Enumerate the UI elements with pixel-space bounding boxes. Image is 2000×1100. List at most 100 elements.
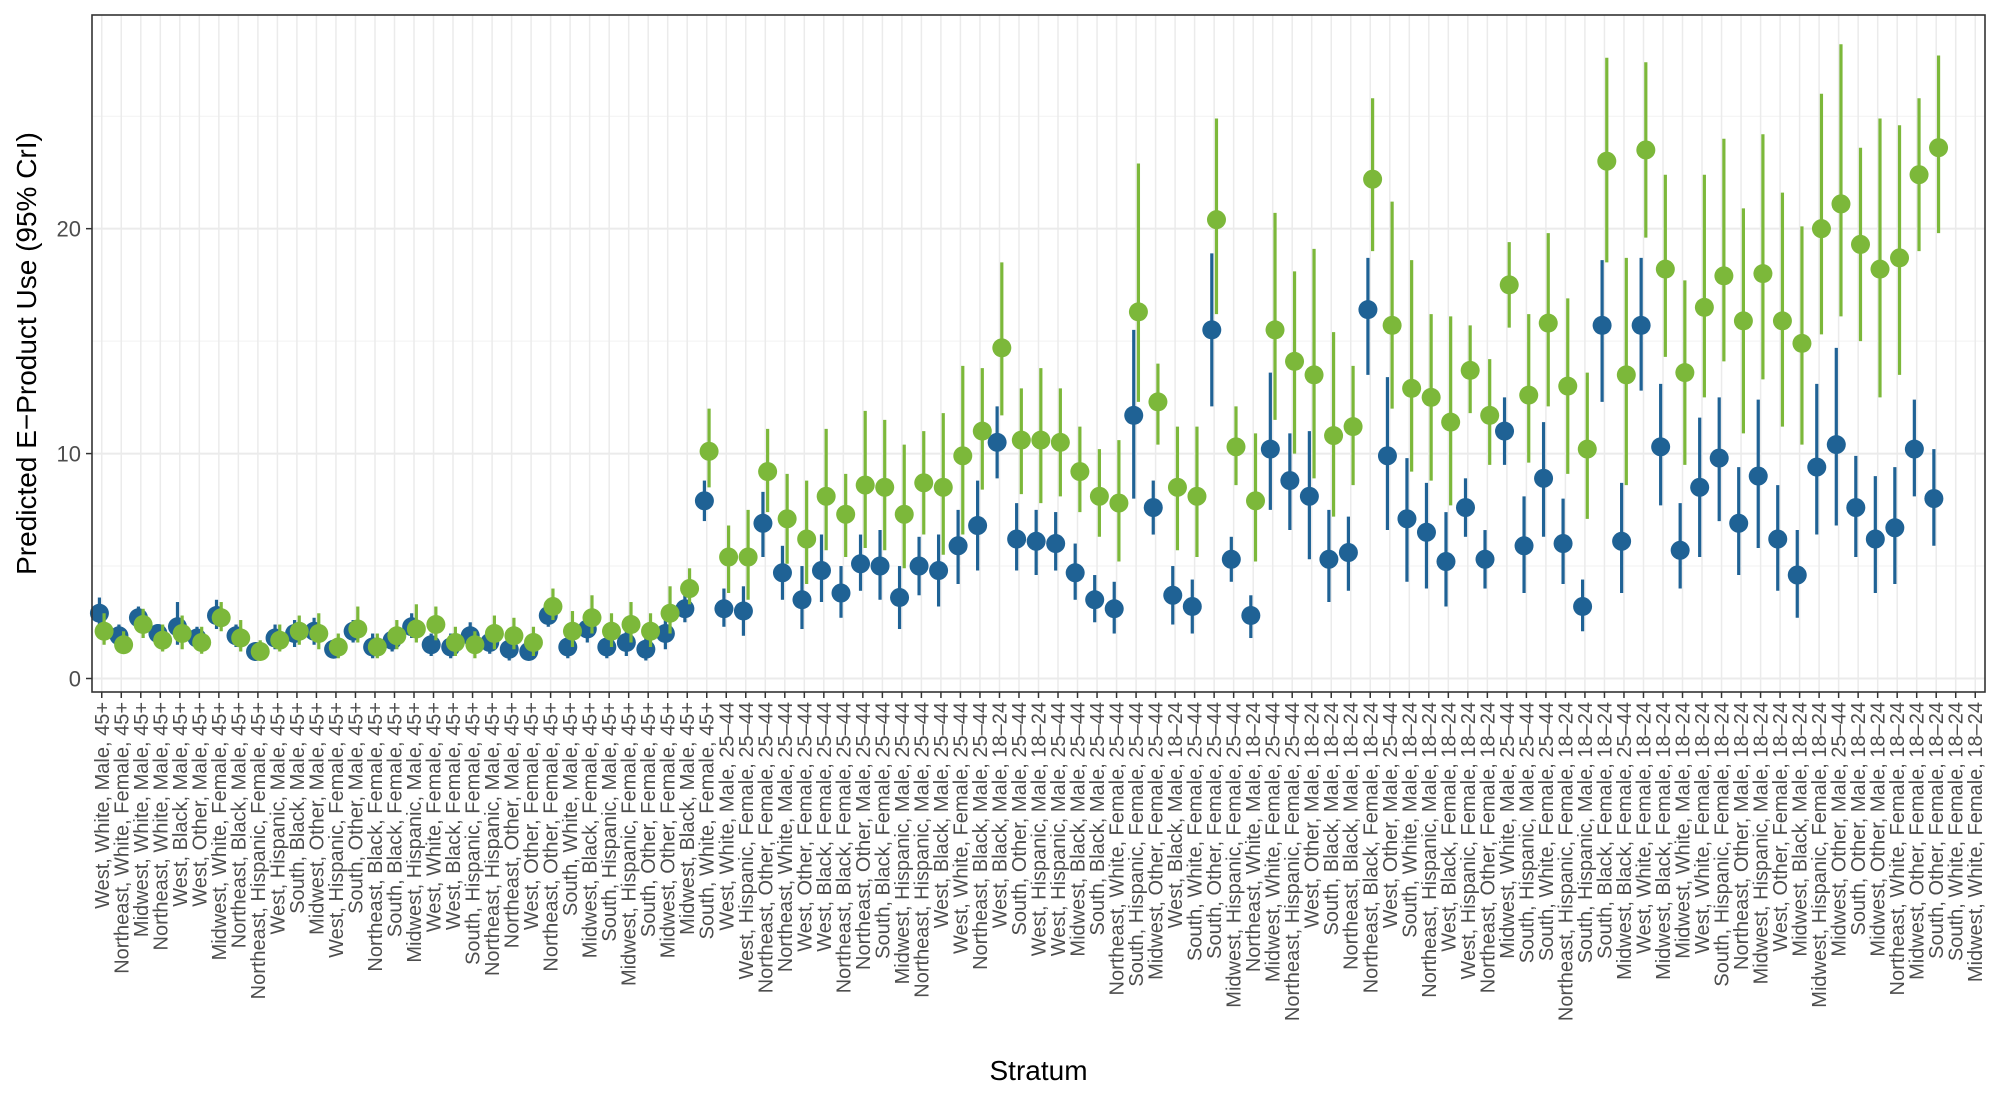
x-tick-label: Midwest, Other, Male, 18–24 xyxy=(1868,702,1890,957)
marks xyxy=(89,44,1949,662)
x-tick-label: Northeast, Hispanic, Male, 25–44 xyxy=(911,702,933,998)
point-green xyxy=(1187,486,1207,506)
point-green xyxy=(1382,315,1402,335)
x-tick-label: Northeast, Other, Male, 25–44 xyxy=(853,702,875,970)
x-tick-label: Midwest, White, Female, 18–24 xyxy=(1965,702,1987,982)
point-blue xyxy=(792,590,812,610)
point-blue xyxy=(1007,529,1027,549)
point-green xyxy=(406,619,426,639)
x-tick-label: South, Other, Male, 25–44 xyxy=(1009,702,1031,936)
point-blue xyxy=(1651,437,1671,457)
x-tick-label: Northeast, Other, Female, 25–44 xyxy=(755,702,777,993)
point-green xyxy=(1636,140,1656,160)
point-blue xyxy=(1553,534,1573,554)
x-tick-label: Northeast, Black, Female, 18–24 xyxy=(1360,702,1382,993)
point-green xyxy=(738,547,758,567)
point-green xyxy=(1128,302,1148,322)
point-blue xyxy=(1729,513,1749,533)
point-green xyxy=(1499,275,1519,295)
point-blue xyxy=(714,599,734,619)
x-tick-label: Midwest, Hispanic, Male, 25–44 xyxy=(892,702,914,984)
x-tick-label: South, Black, Male, 25–44 xyxy=(1087,702,1109,935)
point-green xyxy=(367,637,387,657)
point-blue xyxy=(1807,457,1827,477)
point-blue xyxy=(636,639,656,659)
point-green xyxy=(1792,333,1812,353)
x-tick-label: West, Black, Male, 45+ xyxy=(170,702,192,907)
x-tick-label: West, Hispanic, Male, 18–24 xyxy=(1029,702,1051,956)
y-axis-label: Predicted E−Product Use (95% CrI) xyxy=(11,132,42,575)
point-green xyxy=(328,637,348,657)
x-tick-label: Northeast, Hispanic, Male, 18–24 xyxy=(1419,702,1441,998)
point-green xyxy=(758,462,778,482)
x-tick-label: West, White, Female, 25–44 xyxy=(950,702,972,954)
point-green xyxy=(914,473,934,493)
x-tick-label: Midwest, Black, Male, 45+ xyxy=(677,702,699,935)
point-blue xyxy=(1046,534,1066,554)
point-blue xyxy=(1768,529,1788,549)
point-green xyxy=(426,615,446,635)
point-blue xyxy=(1475,549,1495,569)
point-blue xyxy=(1026,531,1046,551)
x-tick-label: Northeast, White, Male, 45+ xyxy=(150,702,172,950)
point-blue xyxy=(1885,518,1905,538)
x-tick-label: Northeast, White, Male, 18–24 xyxy=(1243,702,1265,972)
point-green xyxy=(1265,320,1285,340)
point-green xyxy=(1519,385,1539,405)
point-blue xyxy=(1358,300,1378,320)
point-green xyxy=(680,579,700,599)
x-tick-label: South, Other, Female, 25–44 xyxy=(1204,702,1226,959)
point-blue xyxy=(1455,498,1475,518)
point-green xyxy=(543,597,563,617)
x-tick-label: Northeast, Hispanic, Female, 25–44 xyxy=(1282,702,1304,1021)
point-green xyxy=(231,628,251,648)
point-green xyxy=(1616,365,1636,385)
point-blue xyxy=(1495,421,1515,441)
x-tick-label: Midwest, Other, Female, 45+ xyxy=(658,702,680,958)
point-blue xyxy=(1709,448,1729,468)
x-tick-label: South, Hispanic, Male, 25–44 xyxy=(1516,702,1538,963)
point-blue xyxy=(1787,565,1807,585)
x-tick-label: Northeast, Other, Male, 45+ xyxy=(502,702,524,948)
point-blue xyxy=(1319,549,1339,569)
point-blue xyxy=(1241,606,1261,626)
point-green xyxy=(1577,439,1597,459)
point-blue xyxy=(1865,529,1885,549)
point-blue xyxy=(1397,509,1417,529)
point-blue xyxy=(1377,446,1397,466)
x-tick-label: Midwest, Hispanic, Male, 45+ xyxy=(404,702,426,963)
point-blue xyxy=(909,556,929,576)
point-green xyxy=(621,615,641,635)
point-green xyxy=(1597,151,1617,171)
x-tick-label: South, Hispanic, Male, 45+ xyxy=(599,702,621,942)
point-blue xyxy=(1904,439,1924,459)
point-blue xyxy=(1085,590,1105,610)
x-tick-label: West, White, Male, 45+ xyxy=(92,702,114,909)
point-blue xyxy=(1104,599,1124,619)
point-green xyxy=(114,635,134,655)
point-green xyxy=(1167,477,1187,497)
point-green xyxy=(894,504,914,524)
x-tick-label: West, White, Female, 18–24 xyxy=(1692,702,1714,954)
x-tick-label: Northeast, White, Male, 25–44 xyxy=(775,702,797,972)
x-tick-label: West, Other, Male, 25–44 xyxy=(1380,702,1402,928)
point-blue xyxy=(733,601,753,621)
x-tick-label: Northeast, White, Female, 45+ xyxy=(111,702,133,974)
point-green xyxy=(1109,493,1129,513)
point-green xyxy=(1909,165,1929,185)
point-green xyxy=(1246,491,1266,511)
x-tick-label: Midwest, White, Male, 45+ xyxy=(131,702,153,937)
point-blue xyxy=(1221,549,1241,569)
point-blue xyxy=(1124,405,1144,425)
point-blue xyxy=(1338,543,1358,563)
x-tick-label: Northeast, Other, Female, 18–24 xyxy=(1477,702,1499,993)
point-green xyxy=(1363,169,1383,189)
point-green xyxy=(94,621,114,641)
point-blue xyxy=(1612,531,1632,551)
x-tick-label: South, White, Female, 25–44 xyxy=(1536,702,1558,961)
x-tick-label: Midwest, White, Male, 25–44 xyxy=(1497,702,1519,959)
point-green xyxy=(1421,387,1441,407)
point-green xyxy=(1929,138,1949,158)
x-tick-label: Northeast, Other, Female, 45+ xyxy=(541,702,563,972)
x-tick-label: South, Hispanic, Female, 45+ xyxy=(463,702,485,965)
